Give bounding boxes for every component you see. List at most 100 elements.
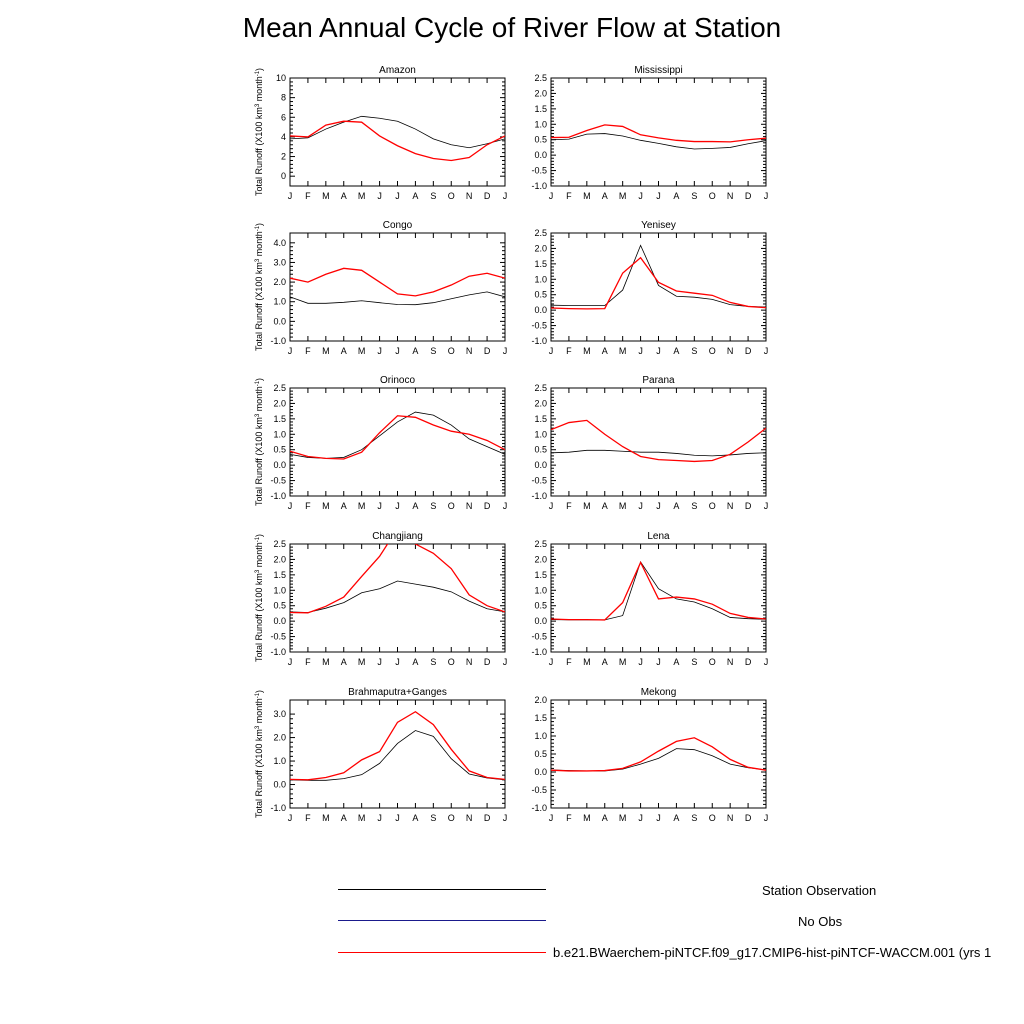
y-tick-label: 2.5	[273, 383, 286, 393]
legend-line-no-obs	[338, 920, 546, 921]
panel-brahmaputra-ganges: Brahmaputra+Ganges -1.0 0.0 1.0 2.0 3.0 J F M A M J…	[254, 687, 507, 823]
x-tick-label: D	[745, 501, 752, 511]
y-tick-label: 0.0	[273, 616, 286, 626]
x-tick-label: D	[484, 657, 491, 667]
y-axis-label: Total Runoff (X100 km3 month-1)	[254, 378, 264, 506]
y-tick-label: 1.5	[273, 414, 286, 424]
x-tick-label: A	[412, 657, 418, 667]
x-tick-label: M	[619, 191, 627, 201]
panel-title: Brahmaputra+Ganges	[348, 687, 447, 698]
y-tick-label: 0.5	[534, 445, 547, 455]
x-tick-label: J	[288, 813, 293, 823]
x-tick-label: A	[412, 813, 418, 823]
x-tick-label: M	[358, 501, 366, 511]
y-tick-label: 3.0	[273, 709, 286, 719]
y-tick-label: 0.0	[273, 316, 286, 326]
x-tick-label: N	[727, 501, 734, 511]
legend-line-observation	[338, 889, 546, 890]
x-tick-label: N	[727, 191, 734, 201]
x-tick-label: J	[638, 657, 643, 667]
x-tick-label: J	[638, 346, 643, 356]
legend-label-model: b.e21.BWaerchem-piNTCF.f09_g17.CMIP6-his…	[553, 945, 992, 960]
y-axis-label: Total Runoff (X100 km3 month-1)	[254, 223, 264, 351]
legend-label-no-obs: No Obs	[798, 914, 843, 929]
x-tick-label: J	[764, 501, 769, 511]
y-tick-label: -0.5	[531, 785, 547, 795]
x-tick-label: F	[566, 813, 572, 823]
x-tick-label: N	[727, 813, 734, 823]
x-tick-label: D	[745, 191, 752, 201]
x-tick-label: D	[745, 346, 752, 356]
y-tick-label: 0.0	[534, 616, 547, 626]
x-tick-label: F	[305, 657, 311, 667]
x-tick-label: J	[377, 657, 382, 667]
panel-title: Yenisey	[641, 220, 676, 231]
x-tick-label: A	[673, 657, 679, 667]
series-line-observation	[551, 748, 766, 772]
x-tick-label: D	[484, 346, 491, 356]
x-tick-label: J	[503, 346, 508, 356]
panel-title: Mississippi	[634, 65, 682, 76]
x-tick-label: J	[549, 346, 554, 356]
y-tick-label: 1.5	[534, 414, 547, 424]
x-tick-label: O	[709, 657, 716, 667]
x-tick-label: M	[619, 501, 627, 511]
x-tick-label: A	[412, 346, 418, 356]
x-tick-label: A	[602, 191, 608, 201]
x-tick-label: N	[466, 501, 473, 511]
y-tick-label: 0.5	[273, 601, 286, 611]
x-tick-label: A	[673, 501, 679, 511]
x-tick-label: M	[583, 346, 591, 356]
y-tick-label: 1.0	[534, 119, 547, 129]
y-tick-label: 2.0	[534, 88, 547, 98]
x-tick-label: J	[764, 813, 769, 823]
y-tick-label: 0.5	[534, 601, 547, 611]
y-tick-label: 1.5	[534, 104, 547, 114]
legend-line-model	[338, 952, 546, 953]
x-tick-label: J	[764, 657, 769, 667]
series-line-model	[551, 560, 766, 621]
x-tick-label: A	[602, 346, 608, 356]
x-tick-label: J	[638, 191, 643, 201]
panel-title: Parana	[642, 375, 675, 386]
x-tick-label: F	[566, 657, 572, 667]
panel-title: Lena	[647, 531, 670, 542]
y-tick-label: -1.0	[531, 647, 547, 657]
x-tick-label: O	[709, 346, 716, 356]
x-tick-label: J	[288, 191, 293, 201]
x-tick-label: J	[549, 813, 554, 823]
x-tick-label: J	[549, 657, 554, 667]
x-tick-label: M	[583, 501, 591, 511]
y-tick-label: 2.0	[534, 398, 547, 408]
x-tick-label: J	[395, 346, 400, 356]
y-tick-label: 0.0	[534, 305, 547, 315]
series-line-model	[290, 120, 505, 162]
y-tick-label: 0.0	[534, 150, 547, 160]
y-axis-label: Total Runoff (X100 km3 month-1)	[254, 534, 264, 662]
panel-orinoco: Orinoco -1.0 -0.5 0.0 0.5 1.0 1.5 2.0 2.5 J F M A M J J…	[254, 375, 507, 511]
y-tick-label: -1.0	[270, 647, 286, 657]
y-tick-label: 1.0	[273, 297, 286, 307]
x-tick-label: O	[448, 813, 455, 823]
y-tick-label: 1.0	[534, 585, 547, 595]
x-tick-label: O	[448, 346, 455, 356]
y-tick-label: 2.0	[273, 733, 286, 743]
panel-lena: Lena -1.0 -0.5 0.0 0.5 1.0 1.5 2.0 2.5 J F M A M J J A S O…	[531, 531, 768, 667]
y-tick-label: 2.0	[534, 554, 547, 564]
x-tick-label: S	[430, 657, 436, 667]
series-line-model	[551, 737, 766, 772]
x-tick-label: D	[484, 191, 491, 201]
x-tick-label: O	[448, 191, 455, 201]
x-tick-label: M	[583, 813, 591, 823]
x-tick-label: J	[764, 346, 769, 356]
x-tick-label: M	[619, 813, 627, 823]
y-tick-label: -1.0	[270, 491, 286, 501]
series-line-observation	[290, 580, 505, 613]
x-tick-label: S	[430, 346, 436, 356]
y-tick-label: 1.5	[534, 713, 547, 723]
y-tick-label: 8	[281, 93, 286, 103]
x-tick-label: S	[691, 657, 697, 667]
x-tick-label: J	[395, 657, 400, 667]
y-tick-label: 2.0	[534, 695, 547, 705]
panel-frame	[550, 232, 767, 342]
